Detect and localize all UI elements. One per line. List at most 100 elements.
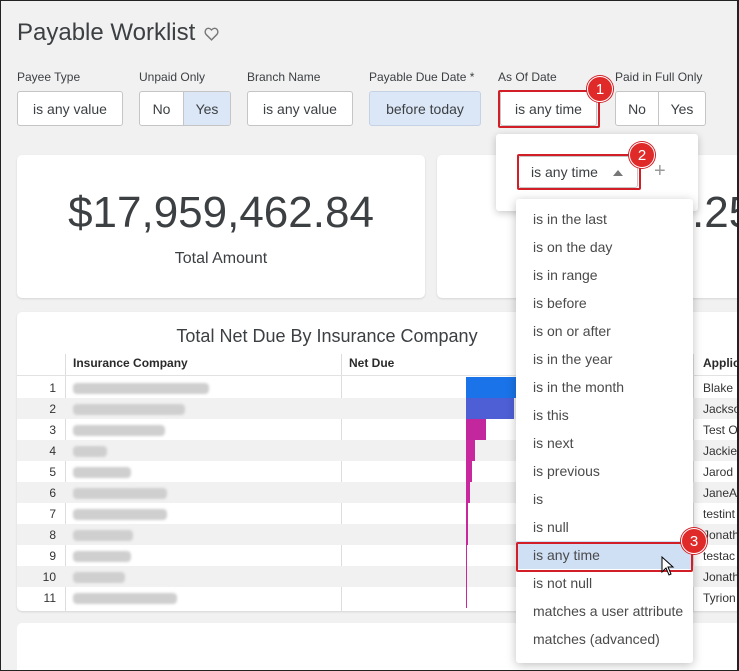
table-row[interactable]: 7 testint: [17, 503, 737, 524]
dropdown-option[interactable]: is not null: [533, 575, 593, 591]
dropdown-option[interactable]: is in the year: [533, 351, 613, 367]
dropdown-option[interactable]: is: [533, 491, 544, 507]
net-due-bar: [466, 587, 467, 608]
dropdown-option[interactable]: is next: [533, 435, 574, 451]
applicant-cell: testac: [703, 549, 736, 563]
row-number: 11: [43, 591, 56, 605]
redacted-company-name: [73, 425, 165, 436]
net-due-bar: [466, 461, 472, 482]
row-number: 6: [49, 486, 56, 500]
net-due-bar: [466, 545, 467, 566]
dropdown-option[interactable]: is in the month: [533, 379, 625, 395]
paid-in-full-label: Paid in Full Only: [615, 70, 703, 84]
heart-icon[interactable]: [203, 25, 220, 42]
applicant-cell: Jonath: [703, 528, 739, 542]
paid-in-full-toggle: No Yes: [615, 91, 706, 126]
net-due-bar: [466, 440, 475, 461]
annotation-box-1: [498, 90, 600, 128]
redacted-company-name: [73, 509, 167, 520]
row-number: 2: [49, 402, 56, 416]
table-row[interactable]: 3 Test O: [17, 419, 738, 440]
redacted-company-name: [73, 488, 167, 499]
redacted-company-name: [73, 467, 131, 478]
total-amount-tile: $17,959,462.84 Total Amount: [17, 155, 425, 298]
second-kpi-value: .25: [692, 188, 737, 237]
net-due-bar: [466, 482, 470, 503]
paid-in-full-no[interactable]: No: [628, 100, 646, 117]
total-amount-caption: Total Amount: [174, 250, 268, 267]
net-due-bar: [466, 377, 518, 398]
table-row[interactable]: 9 testac: [17, 545, 737, 566]
applicant-cell: Jarod: [703, 465, 734, 479]
unpaid-only-toggle: No Yes: [139, 91, 231, 126]
table-title: Total Net Due By Insurance Company: [176, 326, 478, 346]
col-applicant[interactable]: Applic: [703, 356, 739, 370]
table-row[interactable]: 1 Blake S: [17, 377, 737, 398]
payee-type-filter[interactable]: is any value: [17, 91, 123, 126]
unpaid-only-yes[interactable]: Yes: [183, 92, 230, 125]
unpaid-only-no[interactable]: No: [152, 100, 171, 117]
redacted-company-name: [73, 593, 177, 604]
col-net-due[interactable]: Net Due: [349, 356, 395, 370]
branch-name-filter[interactable]: is any value: [247, 91, 353, 126]
redacted-company-name: [73, 446, 107, 457]
row-number: 9: [49, 549, 56, 563]
applicant-cell: Test O: [703, 423, 738, 437]
dropdown-option[interactable]: is null: [533, 519, 569, 535]
payable-due-date-filter[interactable]: before today: [369, 91, 481, 126]
applicant-cell: testint: [703, 507, 736, 521]
add-icon[interactable]: +: [654, 160, 666, 182]
dropdown-option[interactable]: is in the last: [533, 211, 607, 227]
annotation-box-3: [516, 542, 693, 572]
dropdown-option[interactable]: is in range: [533, 267, 598, 283]
redacted-company-name: [73, 404, 185, 415]
net-due-bar: [466, 566, 467, 587]
annotation-box-2: [517, 154, 641, 190]
row-number: 5: [49, 465, 56, 479]
annotation-badge-3: 3: [681, 528, 707, 554]
redacted-company-name: [73, 572, 125, 583]
table-row[interactable]: 11 Tyrion: [17, 587, 737, 608]
row-number: 7: [49, 507, 56, 521]
applicant-cell: Blake S: [703, 381, 737, 395]
dropdown-option[interactable]: is this: [533, 407, 569, 423]
net-due-bar: [466, 398, 514, 419]
as-of-date-filter[interactable]: is any time: [500, 91, 597, 126]
applicant-cell: Jackso: [703, 402, 739, 416]
dropdown-option[interactable]: matches (advanced): [533, 631, 660, 647]
redacted-company-name: [73, 383, 209, 394]
paid-in-full-yes[interactable]: Yes: [658, 92, 705, 125]
net-due-bar: [466, 419, 486, 440]
applicant-cell: Jonath: [703, 570, 739, 584]
payee-type-label: Payee Type: [17, 70, 81, 84]
applicant-cell: JaneA: [703, 486, 738, 500]
caret-up-icon: [613, 170, 623, 176]
dropdown-option[interactable]: is before: [533, 295, 587, 311]
net-due-bar: [466, 503, 468, 524]
operator-dropdown: is in the last is on the day is in range is…: [516, 199, 693, 663]
row-number: 1: [49, 381, 56, 395]
dropdown-option[interactable]: is previous: [533, 463, 600, 479]
row-number: 4: [49, 444, 56, 458]
table-row[interactable]: 5 Jarod: [17, 461, 737, 482]
mouse-cursor-icon: [661, 556, 675, 576]
applicant-cell: Tyrion: [703, 591, 736, 605]
applicant-cell: Jackie: [703, 444, 738, 458]
dropdown-option[interactable]: matches a user attribute: [533, 603, 684, 619]
row-number: 8: [49, 528, 56, 542]
dropdown-option[interactable]: is on the day: [533, 239, 613, 255]
as-of-date-label: As Of Date: [498, 70, 557, 84]
row-number: 3: [49, 423, 56, 437]
total-amount-value: $17,959,462.84: [68, 188, 374, 237]
branch-name-label: Branch Name: [247, 70, 321, 84]
annotation-badge-1: 1: [587, 76, 613, 102]
redacted-company-name: [73, 551, 131, 562]
page-title-text: Payable Worklist: [17, 19, 196, 46]
redacted-company-name: [73, 530, 133, 541]
dropdown-option[interactable]: is on or after: [533, 323, 611, 339]
net-due-bar: [466, 524, 468, 545]
payable-due-date-label: Payable Due Date *: [369, 70, 475, 84]
col-insurance-company[interactable]: Insurance Company: [73, 356, 188, 370]
page-title: Payable Worklist: [17, 19, 220, 47]
